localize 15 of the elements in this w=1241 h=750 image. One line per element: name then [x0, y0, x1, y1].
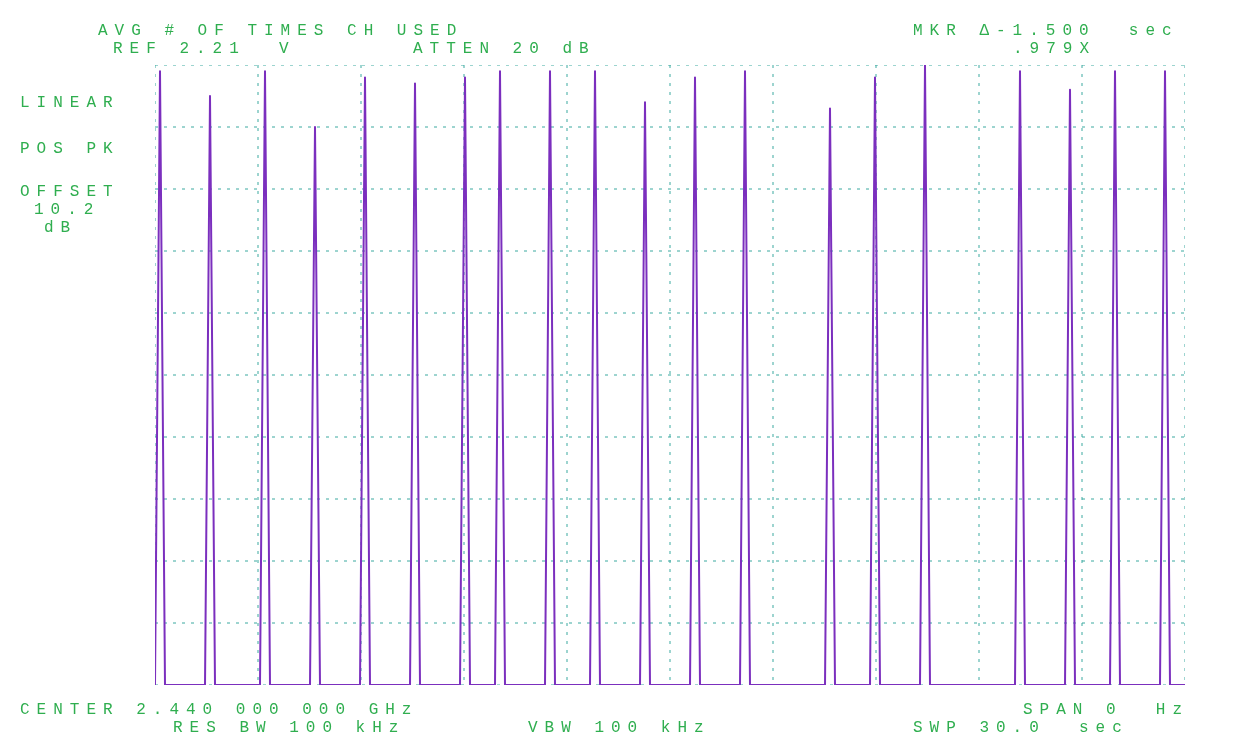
text: LINEAR [20, 94, 120, 112]
text: SWP 30.0 sec [913, 719, 1129, 737]
text: RES BW 100 kHz [173, 719, 406, 737]
text: 10.2 [34, 201, 101, 219]
text: VBW 100 kHz [528, 719, 711, 737]
text: ATTEN 20 dB [413, 40, 596, 58]
text: POS PK [20, 140, 120, 158]
text: REF 2.21 V [113, 40, 296, 58]
text: SPAN 0 Hz [1023, 701, 1190, 719]
text: .979X [1013, 40, 1097, 58]
text: OFFSET [20, 183, 120, 201]
text: dB [44, 219, 78, 237]
text: MKR Δ-1.500 sec [913, 22, 1179, 40]
text: CENTER 2.440 000 000 GHz [20, 701, 419, 719]
chart-title: AVG # OF TIMES CH USED [98, 22, 464, 40]
